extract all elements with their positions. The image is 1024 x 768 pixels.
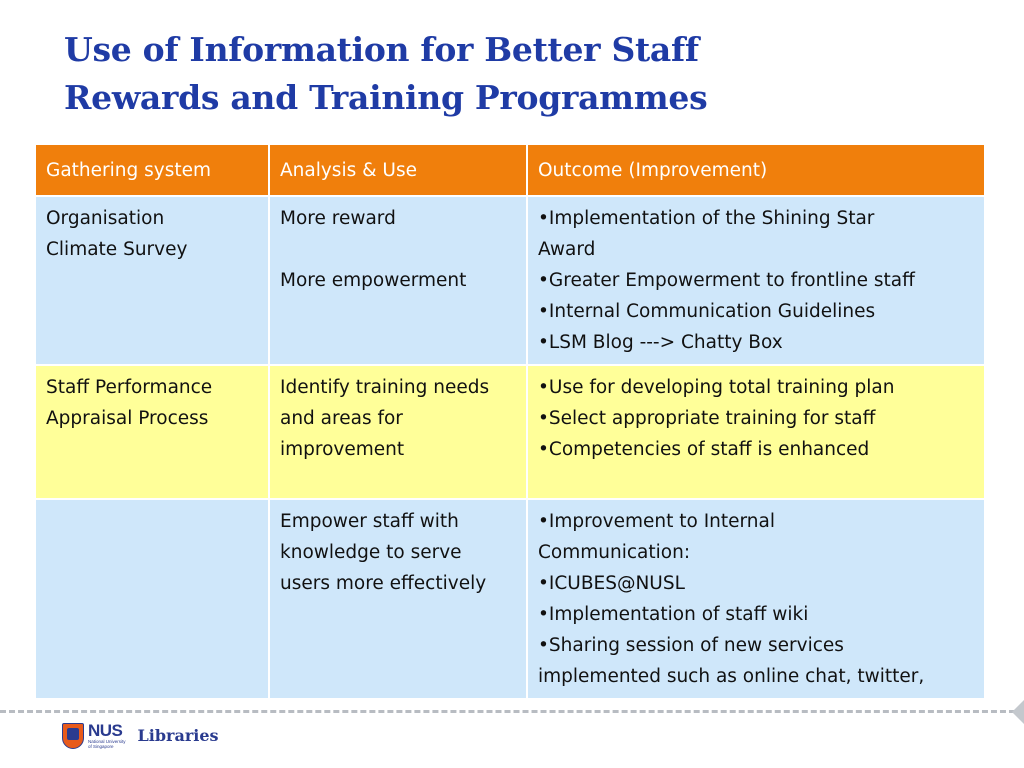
nus-wordmark: NUS National University of Singapore [88,722,126,749]
corner-decoration [1012,700,1024,724]
slide-title-line-2: Rewards and Training Programmes [64,78,708,117]
gathering-cell: Staff Performance Appraisal Process [36,366,268,498]
outcome-item: •Implementation of the Shining Star [538,208,875,229]
cell-text: Appraisal Process [46,408,209,429]
cell-text: Climate Survey [46,239,188,260]
cell-text: Empower staff with [280,511,459,532]
cell-text: More reward [280,208,396,229]
outcome-item: •Use for developing total training plan [538,377,895,398]
libraries-label: Libraries [137,726,219,745]
cell-text: Identify training needs [280,377,490,398]
outcome-item: •Competencies of staff is enhanced [538,439,870,460]
cell-text: users more effectively [280,573,487,594]
nus-word: NUS [88,721,123,740]
cell-text: improvement [280,439,405,460]
outcome-cell: •Use for developing total training plan … [528,366,984,498]
nus-subtitle-1: National University [88,739,126,744]
outcome-item: •Implementation of staff wiki [538,604,809,625]
analysis-cell: More reward More empowerment [270,197,526,364]
gathering-cell: Organisation Climate Survey [36,197,268,364]
outcome-cell: •Implementation of the Shining Star Awar… [528,197,984,364]
outcome-item: •Greater Empowerment to frontline staff [538,270,915,291]
header-analysis-use: Analysis & Use [270,145,526,195]
analysis-cell: Identify training needs and areas for im… [270,366,526,498]
nus-crest-icon [62,722,84,749]
nus-libraries-logo: NUS National University of Singapore Lib… [62,722,219,749]
cell-text: and areas for [280,408,403,429]
table-row: Empower staff with knowledge to serve us… [36,500,984,698]
outcome-item: •Internal Communication Guidelines [538,301,876,322]
outcome-item: •Select appropriate training for staff [538,408,876,429]
slide-title-line-1: Use of Information for Better Staff [64,30,699,69]
cell-text: More empowerment [280,270,467,291]
table-header-row: Gathering system Analysis & Use Outcome … [36,145,984,195]
slide-title: Use of Information for Better Staff Rewa… [64,26,964,122]
outcome-item: Communication: [538,542,691,563]
nus-subtitle-2: of Singapore [88,744,114,749]
footer-divider [0,710,1024,713]
cell-text: knowledge to serve [280,542,462,563]
outcome-item: •LSM Blog ---> Chatty Box [538,332,783,353]
analysis-cell: Empower staff with knowledge to serve us… [270,500,526,698]
information-table: Gathering system Analysis & Use Outcome … [34,143,986,700]
cell-text: Staff Performance [46,377,213,398]
outcome-item: implemented such as online chat, twitter… [538,666,925,687]
cell-text: Organisation [46,208,165,229]
outcome-item: Award [538,239,596,260]
outcome-item: •ICUBES@NUSL [538,573,685,594]
header-gathering-system: Gathering system [36,145,268,195]
header-outcome: Outcome (Improvement) [528,145,984,195]
table-row: Staff Performance Appraisal Process Iden… [36,366,984,498]
gathering-cell [36,500,268,698]
table-row: Organisation Climate Survey More reward … [36,197,984,364]
outcome-cell: •Improvement to Internal Communication: … [528,500,984,698]
outcome-item: •Sharing session of new services [538,635,844,656]
outcome-item: •Improvement to Internal [538,511,775,532]
